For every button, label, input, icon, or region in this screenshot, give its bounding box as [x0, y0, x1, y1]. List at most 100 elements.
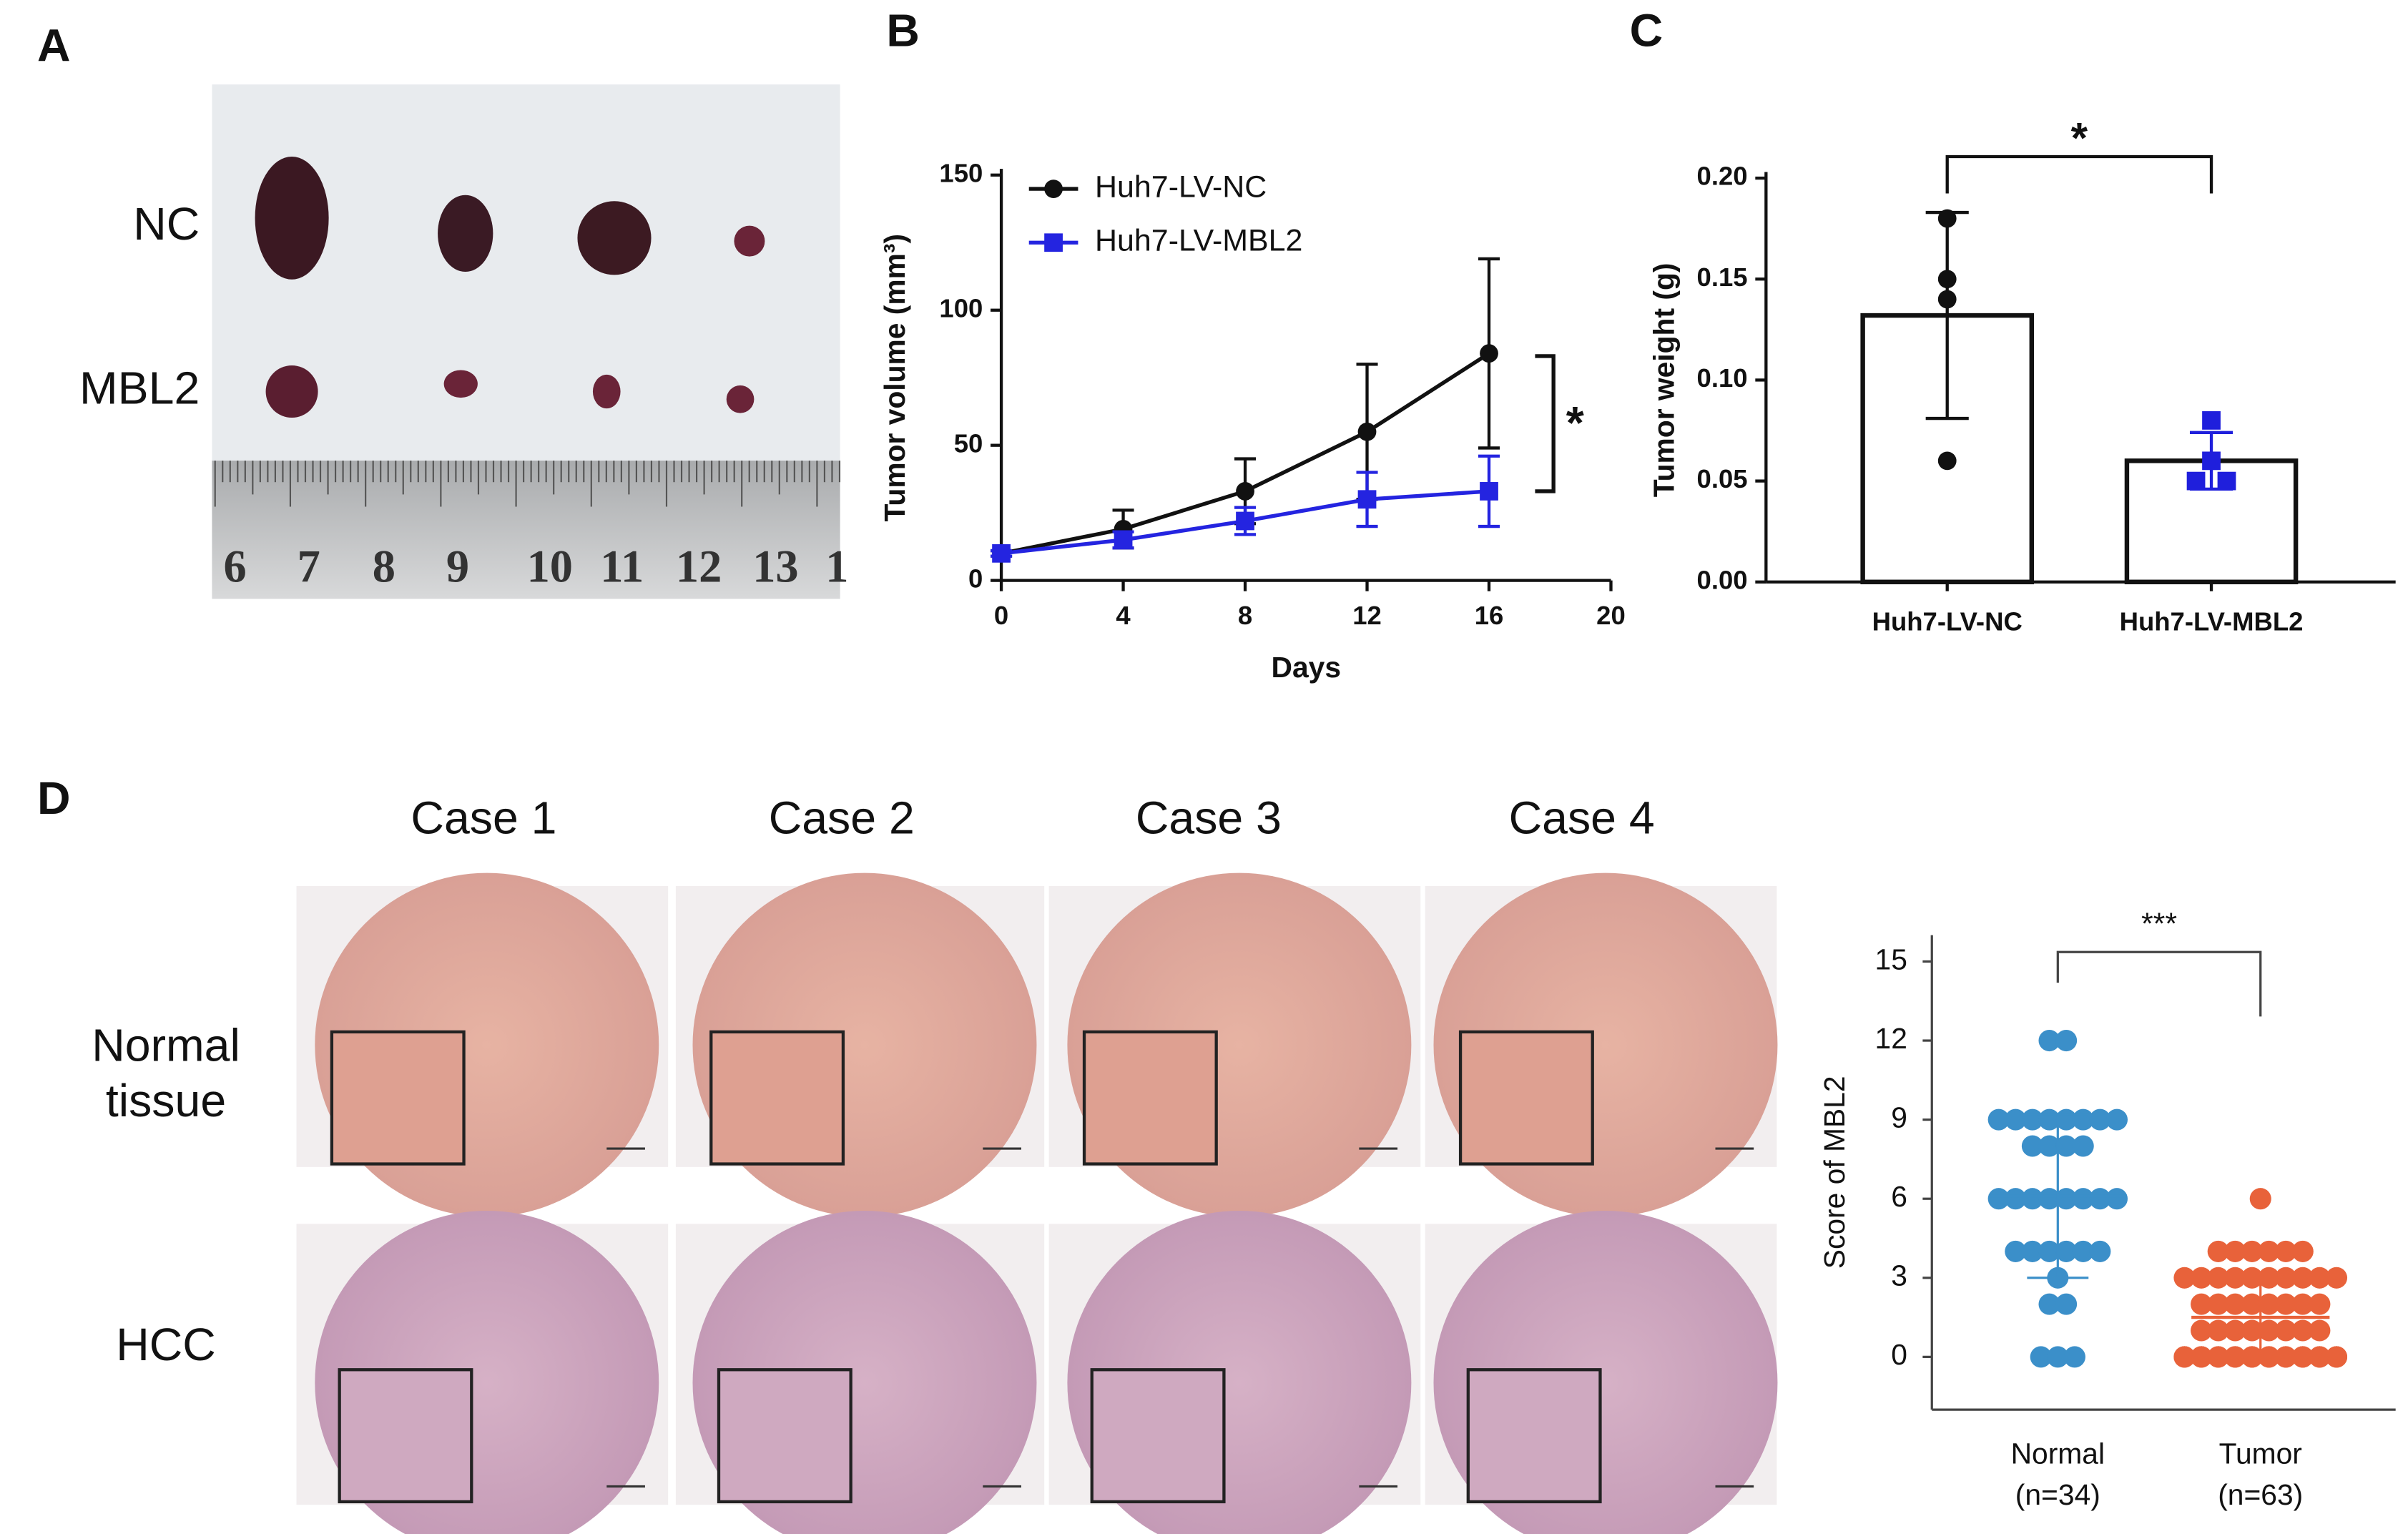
- data-point: [2241, 1240, 2263, 1262]
- inset: [1090, 1368, 1226, 1504]
- data-point: [2063, 1346, 2085, 1368]
- data-point: [2191, 1346, 2213, 1368]
- y-tick-label: 15: [1875, 943, 1907, 975]
- x-tick-sublabel: (n=63): [2218, 1478, 2303, 1511]
- y-tick-label: 150: [939, 158, 983, 187]
- data-point: [2089, 1108, 2111, 1131]
- legend-marker: [1044, 180, 1063, 198]
- data-point: [2105, 1188, 2128, 1210]
- ruler-number: 7: [298, 541, 320, 592]
- y-axis-label: Score of MBL2: [1818, 1076, 1851, 1269]
- ruler-number: 1: [825, 541, 848, 592]
- y-tick-label: 0: [968, 564, 983, 593]
- data-point: [2202, 411, 2221, 430]
- y-tick-label: 0.00: [1697, 565, 1748, 594]
- data-point: [2055, 1240, 2078, 1262]
- data-point: [2191, 1267, 2213, 1289]
- x-tick-label: Tumor: [2219, 1437, 2302, 1470]
- y-tick-label: 3: [1891, 1259, 1907, 1292]
- significance-bracket: [1535, 354, 1556, 493]
- significance-bracket: [2056, 950, 2262, 1017]
- legend-label: Huh7-LV-MBL2: [1095, 224, 1302, 258]
- marker: [1236, 482, 1254, 501]
- data-point: [2047, 1346, 2069, 1368]
- data-point: [2309, 1346, 2331, 1368]
- data-point: [1987, 1108, 2010, 1131]
- x-axis-label: Days: [1272, 651, 1342, 684]
- data-point: [2291, 1267, 2314, 1289]
- y-tick-label: 0.05: [1697, 464, 1748, 493]
- data-point: [2291, 1346, 2314, 1368]
- data-point: [2072, 1240, 2094, 1262]
- y-tick-label: 0.10: [1697, 363, 1748, 393]
- y-tick-label: 0.20: [1697, 162, 1748, 191]
- data-point: [2224, 1240, 2246, 1262]
- data-point: [2055, 1188, 2078, 1210]
- marker: [1480, 482, 1498, 501]
- data-point: [2217, 471, 2236, 491]
- data-point: [2072, 1135, 2094, 1157]
- data-point: [2072, 1188, 2094, 1210]
- x-tick-sublabel: (n=34): [2015, 1478, 2100, 1511]
- data-point: [1987, 1188, 2010, 1210]
- data-point: [2038, 1240, 2060, 1262]
- y-tick-label: 50: [954, 428, 983, 458]
- data-point: [2258, 1240, 2280, 1262]
- panel-label: A: [37, 20, 71, 72]
- marker: [992, 544, 1011, 563]
- inset: [717, 1368, 852, 1504]
- x-tick-label: 12: [1352, 601, 1382, 630]
- inset: [1466, 1368, 1602, 1504]
- data-point: [2207, 1319, 2229, 1342]
- data-point: [2005, 1108, 2027, 1131]
- data-point: [2089, 1240, 2111, 1262]
- column-label: Case 3: [1136, 792, 1282, 844]
- row-label: HCC: [116, 1319, 216, 1370]
- y-tick-label: 0.15: [1697, 262, 1748, 292]
- data-point: [2309, 1319, 2331, 1342]
- ruler-number: 6: [224, 541, 247, 592]
- y-tick-label: 0: [1891, 1338, 1907, 1371]
- data-point: [2291, 1319, 2314, 1342]
- inset: [1082, 1030, 1218, 1166]
- data-point: [2241, 1293, 2263, 1315]
- data-point: [2207, 1293, 2229, 1315]
- ruler-number: 12: [676, 541, 722, 592]
- data-point: [2291, 1240, 2314, 1262]
- ruler-number: 13: [752, 541, 798, 592]
- row-label: MBL2: [79, 363, 200, 414]
- x-tick-label: 20: [1596, 601, 1626, 630]
- ruler-number: 11: [600, 541, 644, 592]
- data-point: [2224, 1319, 2246, 1342]
- marker: [1480, 344, 1498, 363]
- data-point: [2191, 1319, 2213, 1342]
- x-tick-label: Normal: [2011, 1437, 2105, 1470]
- x-tick-label: Huh7-LV-NC: [1872, 606, 2023, 636]
- data-point: [2275, 1240, 2297, 1262]
- significance: ***: [2141, 907, 2177, 941]
- column-label: Case 1: [411, 792, 556, 844]
- significance: *: [2071, 114, 2088, 162]
- inset: [338, 1368, 473, 1504]
- ruler-number: 10: [527, 541, 573, 592]
- data-point: [2005, 1240, 2027, 1262]
- row-label: NC: [133, 198, 200, 250]
- data-point: [1937, 270, 1957, 289]
- inset: [1458, 1030, 1594, 1166]
- data-point: [2105, 1108, 2128, 1131]
- column-label: Case 2: [769, 792, 915, 844]
- y-tick-label: 12: [1875, 1022, 1907, 1055]
- data-point: [2038, 1135, 2060, 1157]
- panel-label: B: [886, 4, 920, 56]
- data-point: [2275, 1267, 2297, 1289]
- x-tick-label: 16: [1475, 601, 1504, 630]
- data-point: [2202, 451, 2221, 471]
- data-point: [2325, 1267, 2348, 1289]
- x-tick-label: 0: [994, 601, 1008, 630]
- marker: [1114, 531, 1133, 549]
- data-point: [2325, 1346, 2348, 1368]
- data-point: [2021, 1188, 2043, 1210]
- legend-label: Huh7-LV-NC: [1095, 169, 1267, 204]
- tumor-photo: [212, 84, 840, 599]
- data-point: [2173, 1346, 2196, 1368]
